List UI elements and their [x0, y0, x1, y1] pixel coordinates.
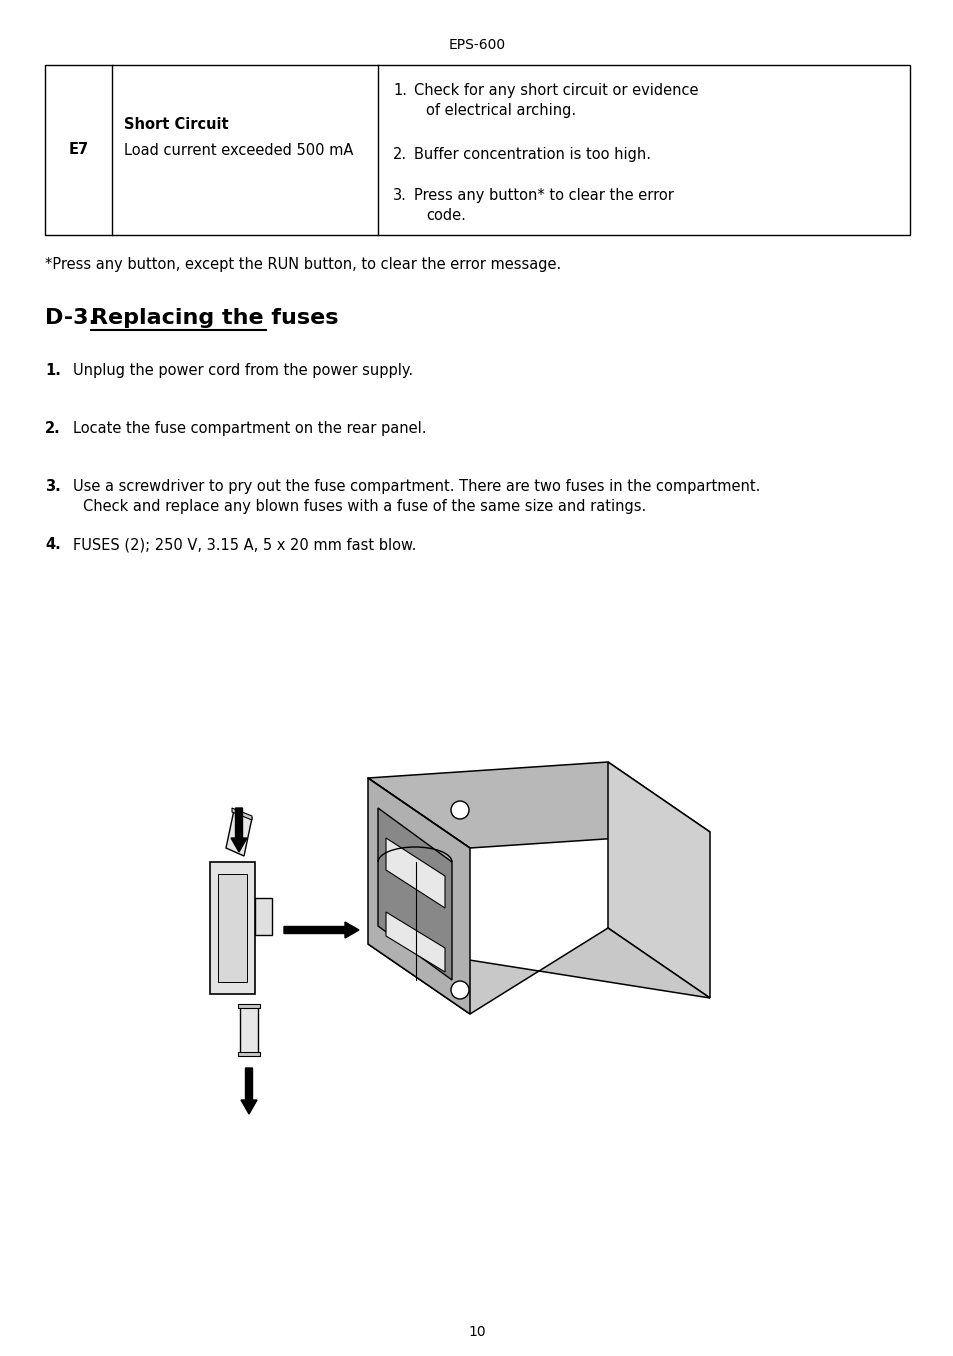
Polygon shape	[218, 875, 247, 982]
Text: 4.: 4.	[45, 537, 61, 552]
Text: 2.: 2.	[45, 420, 61, 437]
Text: 3.: 3.	[393, 188, 406, 203]
Text: Check for any short circuit or evidence: Check for any short circuit or evidence	[414, 83, 698, 98]
Text: Unplug the power cord from the power supply.: Unplug the power cord from the power sup…	[73, 363, 413, 378]
Polygon shape	[237, 1052, 260, 1056]
Text: Press any button* to clear the error: Press any button* to clear the error	[414, 188, 673, 203]
Polygon shape	[240, 1006, 257, 1054]
Text: 1.: 1.	[393, 83, 407, 98]
Polygon shape	[386, 913, 444, 972]
Text: D-3.: D-3.	[45, 308, 105, 328]
Polygon shape	[368, 762, 709, 848]
Text: 2.: 2.	[393, 146, 407, 161]
Polygon shape	[607, 762, 709, 998]
FancyArrow shape	[231, 808, 247, 852]
Text: Short Circuit: Short Circuit	[124, 117, 229, 132]
FancyArrow shape	[284, 922, 358, 938]
Circle shape	[451, 980, 469, 999]
Polygon shape	[254, 898, 272, 936]
Polygon shape	[368, 778, 470, 1014]
Text: *Press any button, except the RUN button, to clear the error message.: *Press any button, except the RUN button…	[45, 258, 560, 273]
Text: Use a screwdriver to pry out the fuse compartment. There are two fuses in the co: Use a screwdriver to pry out the fuse co…	[73, 479, 760, 494]
Polygon shape	[386, 838, 444, 909]
Text: FUSES (2); 250 V, 3.15 A, 5 x 20 mm fast blow.: FUSES (2); 250 V, 3.15 A, 5 x 20 mm fast…	[73, 537, 416, 552]
Text: 10: 10	[468, 1325, 485, 1338]
Text: 3.: 3.	[45, 479, 61, 494]
Polygon shape	[237, 1003, 260, 1008]
Text: 1.: 1.	[45, 363, 61, 378]
Polygon shape	[232, 808, 252, 820]
Text: Load current exceeded 500 mA: Load current exceeded 500 mA	[124, 142, 353, 159]
Polygon shape	[226, 810, 252, 856]
Text: of electrical arching.: of electrical arching.	[426, 103, 576, 118]
Polygon shape	[377, 808, 452, 980]
Bar	[45, 65, 909, 235]
Text: E7: E7	[69, 142, 89, 157]
Text: Replacing the fuses: Replacing the fuses	[91, 308, 338, 328]
Text: EPS-600: EPS-600	[448, 38, 505, 52]
FancyArrow shape	[241, 1069, 256, 1115]
Text: Locate the fuse compartment on the rear panel.: Locate the fuse compartment on the rear …	[73, 420, 426, 437]
Polygon shape	[210, 862, 254, 994]
Text: Buffer concentration is too high.: Buffer concentration is too high.	[414, 146, 650, 161]
Circle shape	[451, 801, 469, 819]
Text: Check and replace any blown fuses with a fuse of the same size and ratings.: Check and replace any blown fuses with a…	[83, 499, 645, 514]
Polygon shape	[368, 928, 709, 1014]
Text: code.: code.	[426, 207, 465, 222]
